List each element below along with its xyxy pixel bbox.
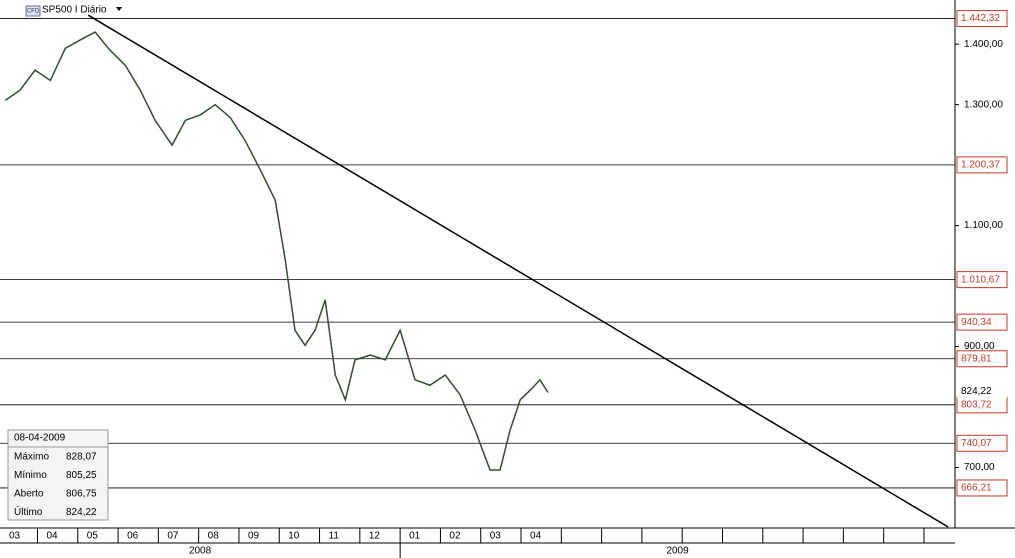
y-tick-label: 1.400,00 [964,39,1003,50]
info-label: Último [14,505,43,518]
badge: CFD [27,9,40,15]
level-label: 1.200,37 [961,160,1000,171]
info-value: 806,75 [66,489,97,500]
info-label: Mínimo [14,470,47,481]
level-label: 1.010,67 [961,274,1000,285]
level-label: 940,34 [961,317,992,328]
info-box [7,429,109,521]
level-label-box [956,156,1008,174]
y-tick-label: 1.300,00 [964,99,1003,110]
x-tick-label: 11 [329,531,340,542]
level-label: 879,81 [961,353,992,364]
x-tick-label: 08 [208,531,220,542]
chart-title: SP500 I Diário [42,5,107,16]
dropdown-arrow[interactable] [116,7,122,11]
info-value: 828,07 [66,452,97,463]
x-tick-label: 02 [449,531,461,542]
badge-box [25,5,41,17]
level-label-box [956,434,1008,452]
last-price-label: 824,22 [961,386,992,397]
x-tick-label: 03 [490,531,502,542]
trend-line [87,14,949,528]
info-value: 805,25 [66,470,97,481]
level-label-box [956,10,1008,28]
level-label: 803,72 [961,399,992,410]
price-line [4,31,549,471]
info-value: 824,22 [66,507,97,518]
y-tick-label: 700,00 [964,462,995,473]
level-label: 666,21 [961,483,992,494]
x-tick-label: 05 [87,531,99,542]
year-label: 2009 [666,546,689,557]
x-tick-label: 03 [9,531,21,542]
last-price-box [957,384,1007,399]
info-label: Máximo [14,452,49,463]
x-tick-label: 07 [167,531,179,542]
level-label: 1.442,32 [961,13,1000,24]
level-label-box [956,313,1008,331]
info-date: 08-04-2009 [14,433,66,444]
x-tick-label: 06 [127,531,139,542]
level-label-box [956,271,1008,289]
x-tick-label: 10 [288,531,300,542]
level-label: 740,07 [961,438,992,449]
level-label-box [956,350,1008,368]
x-tick-label: 12 [369,531,381,542]
x-tick-label: 09 [248,531,260,542]
info-label: Aberto [14,489,44,500]
x-tick-label: 04 [46,531,58,542]
year-label: 2008 [189,546,212,557]
y-tick-label: 900,00 [964,341,995,352]
level-label-box [956,479,1008,497]
x-tick-label: 04 [530,531,542,542]
x-tick-label: 01 [409,531,421,542]
y-tick-label: 1.100,00 [964,220,1003,231]
